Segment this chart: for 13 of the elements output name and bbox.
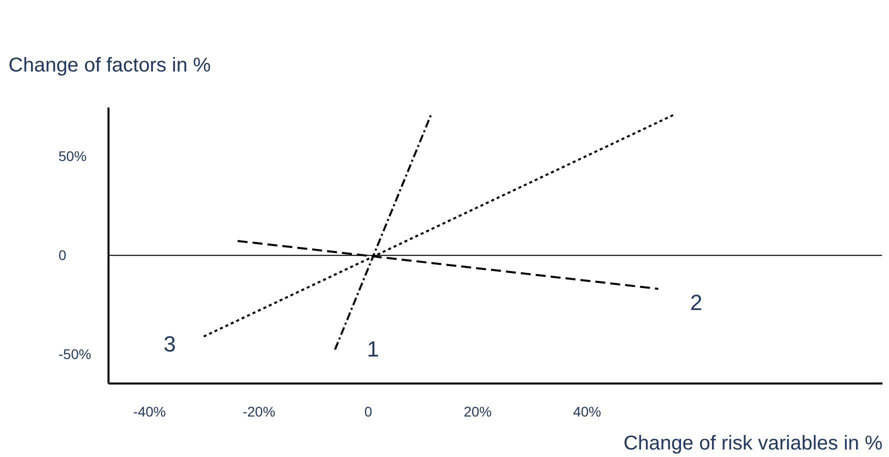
x-tick-label: 20% [464, 404, 492, 420]
series-label: 3 [164, 332, 176, 357]
y-tick-label: 0 [58, 246, 66, 263]
series-label: 2 [690, 290, 702, 315]
y-tick-label: -50% [58, 346, 92, 362]
x-axis-title: Change of risk variables in % [623, 432, 883, 454]
x-tick-label: 0 [364, 404, 372, 420]
y-axis-title: Change of factors in % [8, 54, 212, 76]
y-tick-label: 50% [58, 148, 87, 164]
x-tick-label: -20% [242, 404, 276, 420]
x-tick-label: -40% [133, 404, 166, 420]
x-tick-label: 40% [573, 404, 602, 420]
series-label: 1 [366, 336, 380, 362]
